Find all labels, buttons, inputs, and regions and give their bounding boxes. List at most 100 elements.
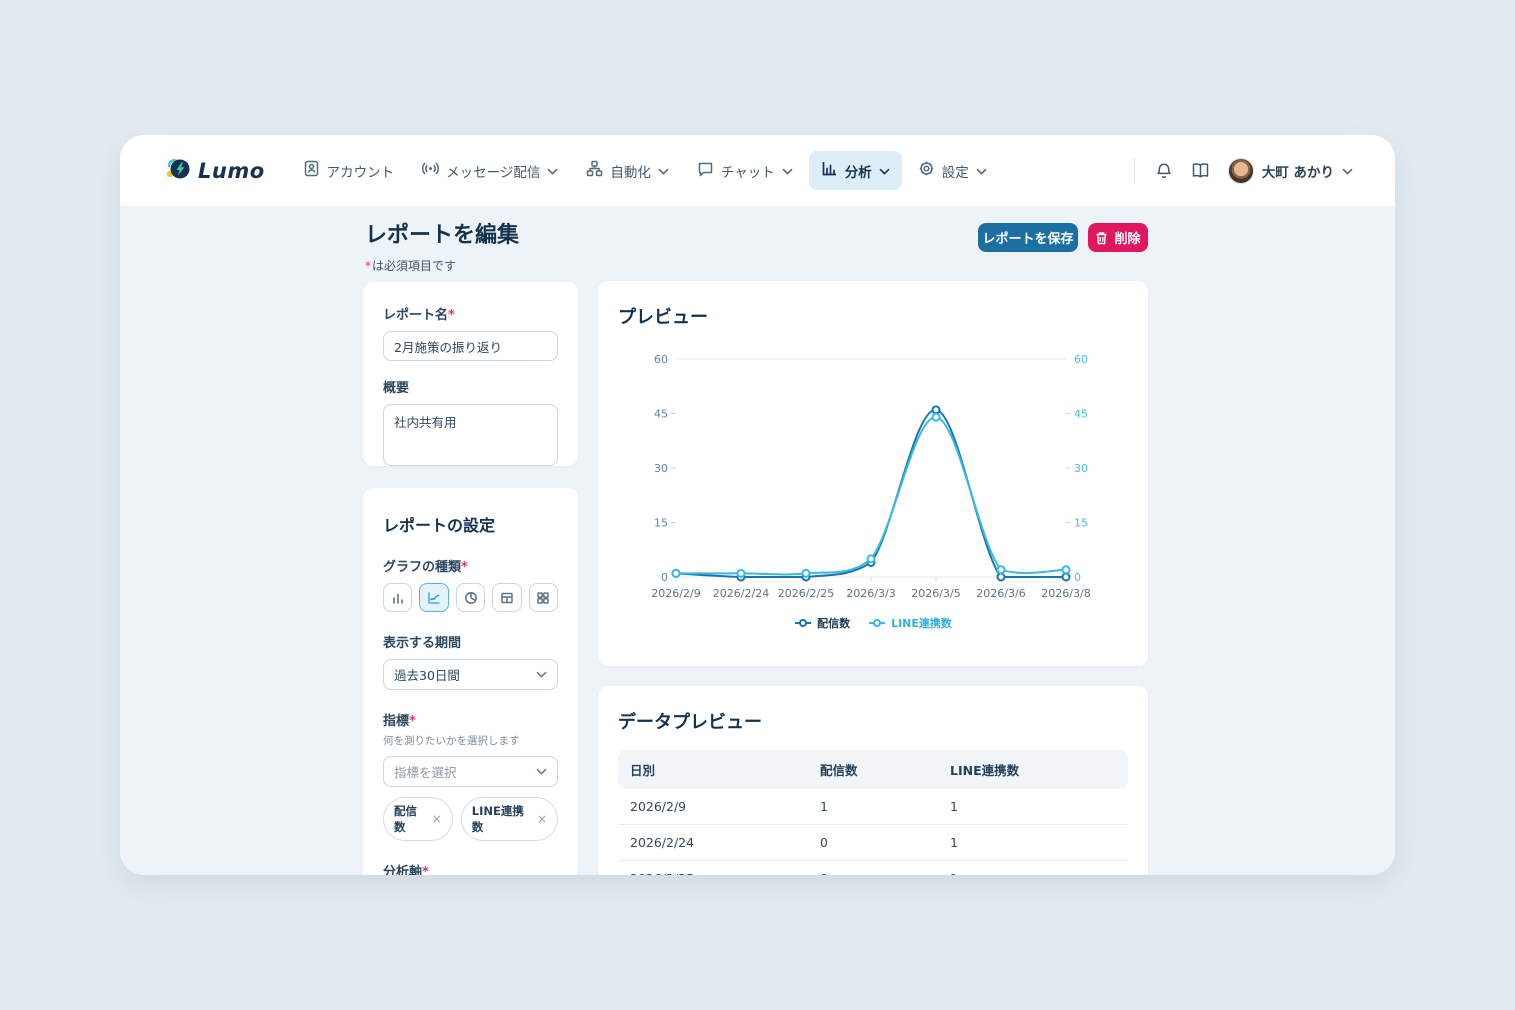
app-window: Lumo アカウント メッセージ配信 (120, 135, 1395, 875)
column-header: 配信数 (820, 763, 858, 778)
address-book-icon (303, 160, 320, 181)
preview-card: プレビュー 0 0 15 15 30 30 45 45 60 60 2026/2/9 2026/2/2… (598, 281, 1148, 666)
legend-marker (869, 619, 886, 627)
svg-text:2026/3/8: 2026/3/8 (1041, 587, 1090, 600)
data-preview-heading: データプレビュー (618, 712, 762, 733)
chat-bubble-icon (697, 160, 714, 181)
nav-item-automation[interactable]: 自動化 (574, 151, 681, 190)
chart-type-options (383, 583, 559, 612)
table-row: 2026/2/24 0 1 (618, 824, 1128, 861)
table-cell: 1 (938, 824, 1128, 861)
period-select[interactable]: 過去30日間 (383, 659, 558, 690)
nav-item-settings[interactable]: 設定 (906, 151, 999, 190)
page-header: レポートを編集 *は必須項目です レポートを保存 削除 (365, 217, 1148, 274)
table-header: 日別 配信数 LINE連携数 (618, 750, 1128, 789)
broadcast-icon (422, 160, 440, 181)
chevron-down-icon (547, 163, 558, 179)
svg-text:2026/2/24: 2026/2/24 (713, 587, 769, 600)
metric-chip[interactable]: 配信数 × (383, 797, 453, 841)
logo-icon (165, 156, 191, 186)
report-name-label: レポート名* (383, 308, 455, 323)
legend-marker (795, 619, 812, 627)
report-info-card: レポート名* 概要 社内共有用 (363, 282, 578, 466)
svg-text:45: 45 (1074, 408, 1088, 421)
remove-chip-icon[interactable]: × (431, 812, 442, 826)
svg-text:15: 15 (654, 517, 668, 530)
legend-item-haishin[interactable]: 配信数 (794, 615, 850, 631)
svg-text:2026/3/5: 2026/3/5 (911, 587, 960, 600)
svg-text:2026/3/3: 2026/3/3 (846, 587, 895, 600)
metric-help-text: 何を測りたいかを選択します (383, 735, 520, 747)
nav-item-message-delivery[interactable]: メッセージ配信 (410, 151, 570, 190)
notification-bell-icon[interactable] (1155, 162, 1173, 180)
nav-right-cluster: 大町 あかり (1133, 157, 1353, 184)
table-cell: 1 (938, 860, 1128, 875)
nav-item-label: アカウント (326, 164, 395, 181)
chart-type-cards-button[interactable] (528, 583, 559, 612)
table-cell: 2026/2/24 (618, 824, 808, 861)
save-report-button[interactable]: レポートを保存 (978, 223, 1078, 252)
table-cell: 0 (808, 860, 938, 875)
user-menu[interactable]: 大町 あかり (1227, 157, 1353, 184)
sitemap-icon (586, 160, 603, 181)
column-header: 日別 (630, 763, 656, 778)
divider (1133, 157, 1135, 184)
page-title: レポートを編集 (365, 223, 520, 248)
bar-chart-icon (821, 160, 838, 181)
docs-book-icon[interactable] (1191, 162, 1210, 179)
table-cell: 2026/2/9 (618, 789, 808, 825)
data-preview-card: データプレビュー 日別 配信数 LINE連携数 2026/2/9 1 1 2026/2… (598, 686, 1148, 875)
top-navigation: Lumo アカウント メッセージ配信 (120, 135, 1395, 207)
table-cell: 2026/2/25 (618, 860, 808, 875)
table-row: 2026/2/2501 (618, 860, 1128, 875)
nav-item-analytics[interactable]: 分析 (808, 151, 902, 190)
table-row: 2026/2/9 1 1 (618, 789, 1128, 825)
metric-label: 指標* (383, 714, 416, 729)
table-cell: 1 (808, 789, 938, 825)
preview-chart: 0 0 15 15 30 30 45 45 60 60 2026/2/9 2026/2/24 2026/… (618, 341, 1128, 631)
user-name: 大町 あかり (1261, 164, 1334, 181)
chart-legend: 配信数 LINE連携数 (618, 615, 1128, 631)
svg-text:2026/2/9: 2026/2/9 (651, 587, 700, 600)
metric-chip[interactable]: LINE連携数 × (460, 797, 558, 841)
svg-text:15: 15 (1074, 517, 1088, 530)
svg-text:0: 0 (1074, 571, 1081, 584)
chart-type-pie-button[interactable] (455, 583, 486, 612)
chevron-down-icon (1342, 163, 1353, 179)
required-asterisk: * (365, 259, 371, 273)
chart-type-table-button[interactable] (492, 583, 522, 612)
svg-text:2026/3/6: 2026/3/6 (976, 587, 1025, 600)
nav-item-label: 分析 (844, 164, 872, 181)
nav-item-chat[interactable]: チャット (685, 151, 805, 190)
legend-item-line-renkei[interactable]: LINE連携数 (868, 615, 952, 631)
trash-icon (1096, 231, 1107, 244)
nav-item-account[interactable]: アカウント (291, 151, 407, 190)
report-settings-card: レポートの設定 グラフの種類* (363, 488, 578, 875)
chevron-down-icon (782, 163, 793, 179)
nav-item-label: 自動化 (610, 164, 651, 181)
required-note: *は必須項目です (365, 259, 457, 273)
remove-chip-icon[interactable]: × (536, 812, 547, 826)
period-label: 表示する期間 (383, 636, 462, 651)
chevron-down-icon (536, 768, 547, 775)
metric-select[interactable]: 指標を選択 (383, 756, 558, 787)
chevron-down-icon (658, 163, 669, 179)
chart-type-bar-button[interactable] (383, 583, 413, 612)
right-column: プレビュー 0 0 15 15 30 30 45 45 60 60 2026/2/9 2026/2/2… (598, 281, 1148, 875)
header-buttons: レポートを保存 削除 (978, 223, 1148, 252)
table-cell: 0 (808, 824, 938, 861)
chevron-down-icon (536, 671, 547, 678)
svg-text:60: 60 (1074, 353, 1088, 366)
preview-heading: プレビュー (618, 307, 708, 328)
chevron-down-icon (976, 163, 987, 179)
metric-chips: 配信数 × LINE連携数 × (383, 797, 558, 841)
table-cell: 1 (938, 789, 1128, 825)
svg-text:60: 60 (654, 353, 668, 366)
summary-textarea[interactable]: 社内共有用 (383, 404, 558, 466)
chart-type-line-button[interactable] (419, 583, 449, 612)
delete-button[interactable]: 削除 (1088, 223, 1148, 252)
logo[interactable]: Lumo (165, 156, 265, 186)
report-name-input[interactable] (383, 331, 558, 361)
nav-item-label: 設定 (941, 164, 969, 181)
